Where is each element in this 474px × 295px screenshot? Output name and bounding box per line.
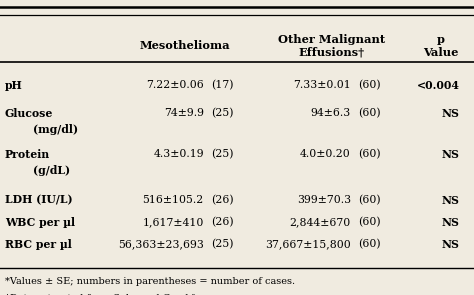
Text: 4.3±0.19: 4.3±0.19 <box>153 149 204 159</box>
Text: 94±6.3: 94±6.3 <box>310 108 351 118</box>
Text: p
Value: p Value <box>423 34 458 58</box>
Text: (26): (26) <box>211 195 234 205</box>
Text: 7.33±0.01: 7.33±0.01 <box>293 80 351 90</box>
Text: Mesothelioma: Mesothelioma <box>139 40 230 51</box>
Text: pH: pH <box>5 80 22 91</box>
Text: (60): (60) <box>358 108 381 118</box>
Text: (25): (25) <box>211 149 233 159</box>
Text: †Data extracted from Sahn and Good.²: †Data extracted from Sahn and Good.² <box>5 294 195 295</box>
Text: *Values ± SE; numbers in parentheses = number of cases.: *Values ± SE; numbers in parentheses = n… <box>5 277 295 286</box>
Text: NS: NS <box>442 149 460 160</box>
Text: WBC per µl: WBC per µl <box>5 217 75 228</box>
Text: (17): (17) <box>211 80 233 90</box>
Text: 2,844±670: 2,844±670 <box>290 217 351 227</box>
Text: (60): (60) <box>358 195 381 205</box>
Text: (60): (60) <box>358 239 381 249</box>
Text: (60): (60) <box>358 149 381 159</box>
Text: (26): (26) <box>211 217 234 227</box>
Text: 56,363±23,693: 56,363±23,693 <box>118 239 204 249</box>
Text: 4.0±0.20: 4.0±0.20 <box>300 149 351 159</box>
Text: 7.22±0.06: 7.22±0.06 <box>146 80 204 90</box>
Text: NS: NS <box>442 217 460 228</box>
Text: Protein: Protein <box>5 149 50 160</box>
Text: (60): (60) <box>358 217 381 227</box>
Text: 37,667±15,800: 37,667±15,800 <box>265 239 351 249</box>
Text: (mg/dl): (mg/dl) <box>33 124 78 135</box>
Text: Other Malignant
Effusions†: Other Malignant Effusions† <box>278 34 385 58</box>
Text: <0.004: <0.004 <box>417 80 460 91</box>
Text: (25): (25) <box>211 108 233 118</box>
Text: LDH (IU/L): LDH (IU/L) <box>5 195 73 206</box>
Text: 74±9.9: 74±9.9 <box>164 108 204 118</box>
Text: (60): (60) <box>358 80 381 90</box>
Text: 1,617±410: 1,617±410 <box>143 217 204 227</box>
Text: 516±105.2: 516±105.2 <box>143 195 204 205</box>
Text: 399±70.3: 399±70.3 <box>297 195 351 205</box>
Text: (g/dL): (g/dL) <box>33 165 70 176</box>
Text: Glucose: Glucose <box>5 108 53 119</box>
Text: NS: NS <box>442 108 460 119</box>
Text: NS: NS <box>442 195 460 206</box>
Text: NS: NS <box>442 239 460 250</box>
Text: (25): (25) <box>211 239 233 249</box>
Text: RBC per µl: RBC per µl <box>5 239 72 250</box>
